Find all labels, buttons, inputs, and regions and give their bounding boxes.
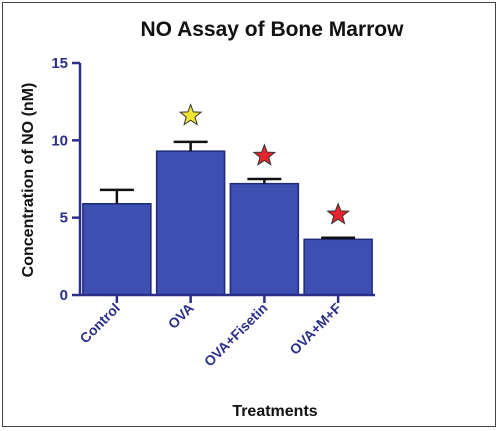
y-tick-label-0: 0 [60, 287, 68, 304]
star-marker-0 [178, 103, 203, 126]
bar-3 [303, 238, 373, 296]
bar-0 [82, 202, 152, 296]
bar-1 [155, 150, 226, 296]
bar-2 [229, 182, 300, 296]
plot-area: 0 5 10 15 Control OVA OVA+Fisetin OVA+M+F [51, 55, 375, 370]
x-tick-label-3: OVA+M+F [286, 299, 344, 357]
y-axis-label: Concentration of NO (nM) [20, 83, 37, 278]
x-tick-label-1: OVA [165, 300, 197, 332]
y-tick-label-2: 10 [51, 132, 68, 149]
x-axis-label: Treatments [232, 403, 317, 420]
y-tick-label-3: 15 [51, 55, 68, 72]
x-tick-label-0: Control [76, 300, 123, 347]
star-marker-2 [326, 202, 350, 225]
x-tick-label-2: OVA+Fisetin [201, 300, 271, 370]
y-tick-label-1: 5 [60, 210, 68, 227]
star-marker-1 [252, 143, 277, 166]
chart-title: NO Assay of Bone Marrow [141, 18, 405, 41]
